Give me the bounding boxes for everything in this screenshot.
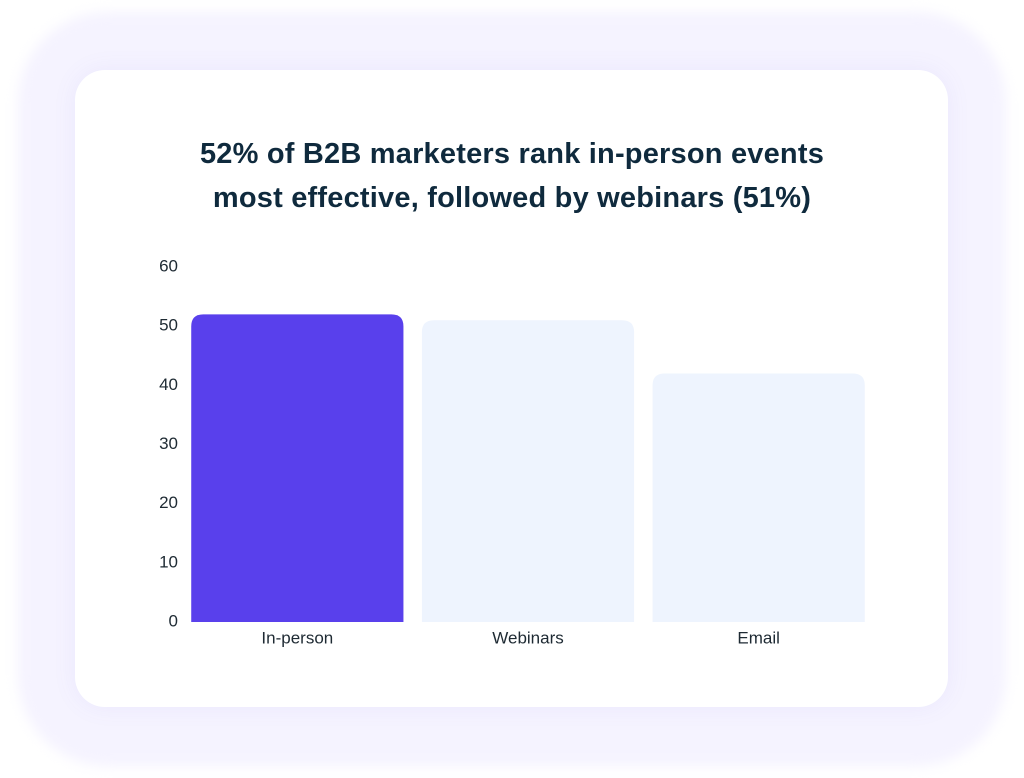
chart-title: 52% of B2B marketers rank in-person even…: [199, 138, 825, 214]
x-tick-label: Email: [737, 628, 780, 647]
y-tick-label: 30: [159, 434, 178, 453]
y-tick-label: 40: [159, 375, 178, 394]
bar: [191, 314, 404, 622]
y-tick-label: 60: [159, 256, 178, 275]
y-tick-label: 50: [159, 316, 178, 335]
x-tick-label: Webinars: [492, 628, 564, 647]
bar: [652, 373, 865, 622]
y-tick-label: 10: [159, 552, 178, 571]
y-tick-label: 0: [169, 611, 178, 630]
title-block: 52% of B2B marketers rank in-person even…: [0, 132, 1024, 220]
bar: [421, 320, 635, 622]
x-tick-label: In-person: [261, 628, 333, 647]
y-tick-label: 20: [159, 493, 178, 512]
